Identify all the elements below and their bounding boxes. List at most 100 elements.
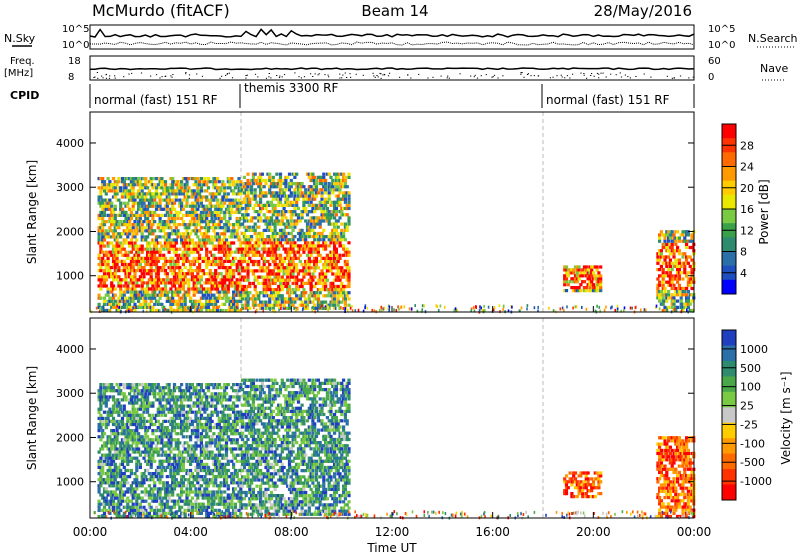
- nave-dot: [188, 74, 191, 76]
- echo-cell: [169, 241, 173, 245]
- echo-cell: [115, 180, 119, 184]
- echo-cell: [140, 490, 144, 494]
- echo-cell: [158, 290, 162, 294]
- echo-cell: [111, 229, 116, 233]
- nave-dot: [492, 76, 494, 78]
- nave-dot: [523, 76, 525, 78]
- echo-cell: [206, 278, 211, 282]
- echo-cell: [124, 490, 128, 494]
- echo-cell: [128, 453, 132, 457]
- echo-cell: [286, 175, 290, 179]
- echo-cell: [237, 259, 241, 263]
- echo-cell: [333, 244, 337, 248]
- echo-cell: [264, 303, 268, 307]
- echo-cell: [117, 296, 121, 300]
- echo-cell: [146, 210, 150, 214]
- echo-cell: [298, 188, 302, 192]
- echo-cell: [108, 462, 112, 466]
- echo-cell: [230, 189, 234, 193]
- echo-cell: [232, 290, 236, 294]
- echo-cell: [110, 502, 114, 506]
- echo-cell: [309, 216, 313, 220]
- echo-cell: [304, 241, 308, 245]
- echo-cell: [314, 291, 319, 295]
- echo-cell: [113, 456, 117, 460]
- echo-cell: [226, 296, 230, 300]
- nave-dot: [598, 77, 600, 79]
- echo-cell: [215, 207, 220, 211]
- echo-cell: [287, 288, 292, 292]
- echo-cell: [117, 410, 121, 414]
- echo-cell: [133, 398, 137, 402]
- echo-cell: [327, 191, 331, 195]
- echo-cell: [212, 186, 216, 190]
- echo-cell: [171, 177, 175, 181]
- echo-cell: [334, 172, 338, 176]
- echo-cell: [670, 293, 674, 297]
- echo-cell: [113, 250, 117, 254]
- echo-cell: [403, 305, 406, 309]
- echo-cell: [129, 262, 133, 267]
- echo-cell: [131, 226, 135, 230]
- echo-cell: [295, 269, 299, 273]
- echo-cell: [137, 459, 141, 463]
- echo-cell: [158, 229, 162, 233]
- echo-cell: [201, 195, 205, 199]
- echo-cell: [226, 259, 230, 263]
- echo-cell: [129, 505, 133, 509]
- echo-cell: [672, 283, 676, 287]
- echo-cell: [318, 275, 322, 279]
- echo-cell: [342, 297, 346, 301]
- echo-cell: [667, 290, 671, 294]
- echo-cell: [340, 281, 344, 285]
- echo-cell: [124, 398, 128, 402]
- echo-cell: [190, 278, 194, 282]
- echo-cell: [129, 472, 133, 476]
- echo-cell: [142, 177, 146, 181]
- echo-cell: [162, 226, 166, 230]
- echo-cell: [97, 490, 101, 494]
- echo-cell: [278, 175, 283, 179]
- echo-cell: [333, 306, 337, 310]
- echo-cell: [318, 305, 321, 309]
- echo-cell: [226, 253, 230, 257]
- echo-cell: [327, 185, 331, 189]
- echo-cell: [122, 223, 126, 227]
- echo-cell: [135, 284, 139, 288]
- echo-cell: [142, 256, 146, 260]
- echo-cell: [324, 247, 328, 251]
- echo-cell: [674, 293, 678, 297]
- echo-cell: [129, 278, 133, 282]
- echo-cell: [307, 256, 311, 260]
- nave-dot: [312, 76, 314, 77]
- echo-cell: [140, 441, 144, 445]
- echo-cell: [278, 231, 283, 236]
- echo-cell: [104, 204, 108, 208]
- echo-cell: [174, 241, 178, 245]
- echo-cell: [117, 481, 121, 485]
- echo-cell: [230, 201, 234, 205]
- echo-cell: [131, 232, 135, 236]
- echo-cell: [214, 244, 218, 248]
- echo-cell: [304, 235, 308, 239]
- echo-cell: [233, 293, 237, 297]
- echo-cell: [572, 277, 576, 281]
- echo-cell: [313, 210, 317, 214]
- echo-cell: [296, 216, 301, 220]
- echo-cell: [573, 289, 578, 293]
- echo-cell: [108, 180, 112, 184]
- echo-cell: [226, 250, 230, 254]
- echo-cell: [165, 189, 169, 193]
- echo-cell: [171, 266, 175, 270]
- echo-cell: [572, 271, 576, 275]
- echo-cell: [253, 216, 257, 220]
- echo-cell: [563, 277, 567, 281]
- echo-cell: [140, 226, 144, 230]
- echo-cell: [151, 253, 155, 257]
- echo-cell: [658, 296, 662, 300]
- echo-cell: [142, 272, 146, 276]
- echo-cell: [122, 241, 126, 245]
- echo-cell: [120, 410, 125, 414]
- echo-cell: [289, 272, 293, 276]
- echo-cell: [205, 213, 209, 217]
